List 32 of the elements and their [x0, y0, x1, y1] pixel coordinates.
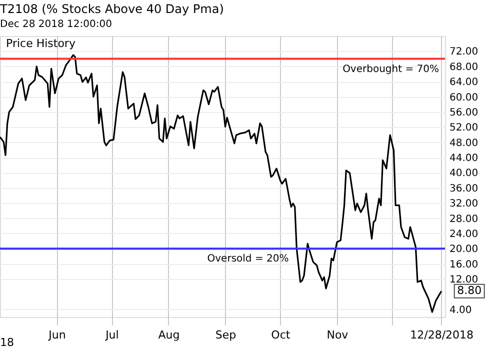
y-tick-label: 12.00: [450, 274, 478, 286]
y-tick-label: 44.00: [450, 153, 478, 164]
y-tick-label: 36.00: [450, 183, 478, 194]
annotation: 8.80: [457, 284, 482, 298]
y-tick-label: 20.00: [450, 244, 478, 256]
y-tick-label: 72.00: [450, 46, 478, 58]
y-tick-label: 28.00: [450, 214, 478, 225]
annotation: Price History: [6, 37, 76, 50]
line-series: [0, 54, 442, 313]
x-tick-label: 12/28/2018: [410, 328, 474, 342]
y-tick-label: 56.00: [450, 107, 478, 118]
y-tick-label: 48.00: [450, 138, 478, 149]
text: 18: [0, 336, 14, 349]
y-tick-label: 52.00: [450, 122, 478, 134]
x-tick-label: Sep: [215, 328, 236, 342]
chart-title: T2108 (% Stocks Above 40 Day Pma): [0, 2, 224, 16]
y-tick-label: 4.00: [450, 304, 472, 316]
x-tick-label: Jun: [48, 328, 66, 342]
x-tick-label: Oct: [271, 328, 291, 342]
y-tick-label: 16.00: [450, 259, 478, 270]
chart-subtitle: Dec 28 2018 12:00:00: [0, 19, 112, 30]
y-tick-label: 40.00: [450, 168, 478, 180]
x-tick-label: Aug: [158, 328, 180, 342]
x-tick-label: Jul: [104, 328, 119, 342]
y-tick-label: 68.00: [450, 62, 478, 73]
y-tick-label: 24.00: [450, 228, 478, 240]
y-tick-label: 60.00: [450, 92, 478, 104]
ref-line-label: Overbought = 70%: [342, 64, 439, 75]
y-tick-label: 64.00: [450, 77, 478, 88]
y-tick-label: 32.00: [450, 198, 478, 210]
x-tick-label: Nov: [326, 328, 349, 342]
ref-line-label: Oversold = 20%: [207, 254, 289, 265]
